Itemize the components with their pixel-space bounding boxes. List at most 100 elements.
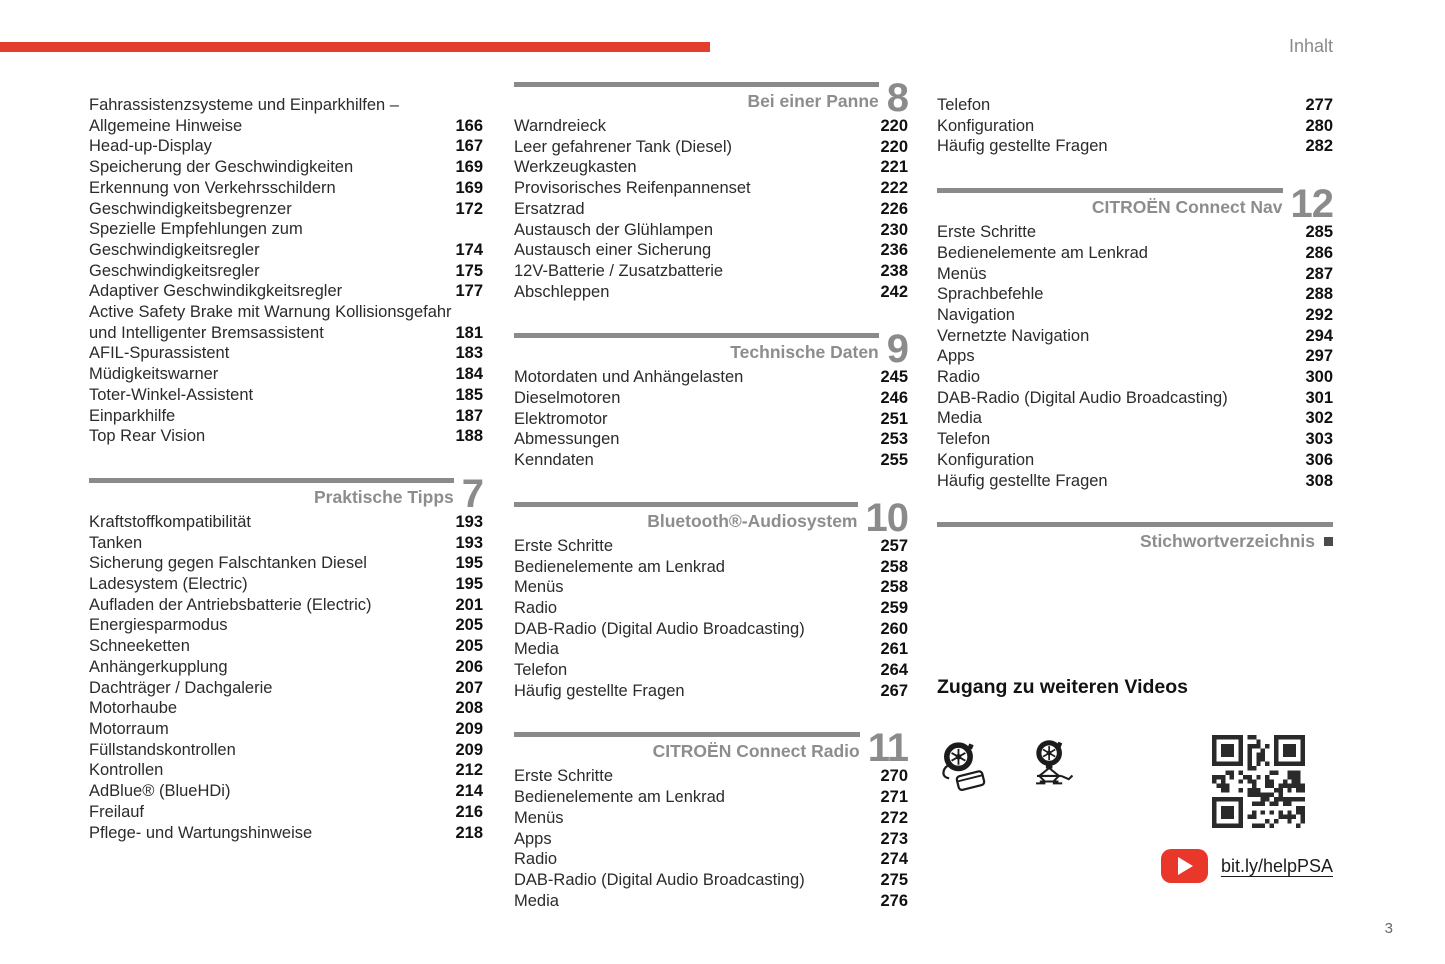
toc-entry[interactable]: Sicherung gegen Falschtanken Diesel 195 <box>89 553 483 574</box>
toc-entry[interactable]: Provisorisches Reifenpannenset 222 <box>514 178 908 199</box>
toc-entry[interactable]: Bedienelemente am Lenkrad 271 <box>514 787 908 808</box>
toc-entry[interactable]: Erkennung von Verkehrsschildern 169 <box>89 178 483 199</box>
toc-entry-page: 167 <box>455 137 483 156</box>
toc-entry[interactable]: AFIL-Spurassistent 183 <box>89 343 483 364</box>
toc-entry[interactable]: Aufladen der Antriebsbatterie (Electric)… <box>89 595 483 616</box>
toc-entry-label: Geschwindigkeitsregler <box>89 261 260 280</box>
toc-entry-page: 208 <box>455 699 483 718</box>
toc-entry-label: AFIL-Spurassistent <box>89 344 230 363</box>
videos-section: Zugang zu weiteren Videos <box>937 675 1333 884</box>
toc-entry[interactable]: Energiesparmodus 205 <box>89 615 483 636</box>
toc-entry[interactable]: Geschwindigkeitsregler 175 <box>89 261 483 282</box>
toc-entry[interactable]: Menüs 272 <box>514 808 908 829</box>
toc-entry-label: Menüs <box>514 808 564 827</box>
toc-entry[interactable]: DAB-Radio (Digital Audio Broadcasting) 26… <box>514 619 908 640</box>
youtube-icon[interactable] <box>1160 849 1208 884</box>
toc-entry-label: Menüs <box>937 264 987 283</box>
toc-entry[interactable]: Erste Schritte 257 <box>514 536 908 557</box>
toc-entry[interactable]: Einparkhilfe 187 <box>89 406 483 427</box>
toc-entry[interactable]: Konfiguration 280 <box>937 116 1333 137</box>
toc-entry[interactable]: Elektromotor 251 <box>514 409 908 430</box>
toc-entry[interactable]: DAB-Radio (Digital Audio Broadcasting) 27… <box>514 870 908 891</box>
toc-entry[interactable]: Austausch einer Sicherung 236 <box>514 240 908 261</box>
toc-entry[interactable]: Ladesystem (Electric) 195 <box>89 574 483 595</box>
toc-entries: Motordaten und Anhängelasten 245 Dieselmot… <box>514 367 908 471</box>
toc-entry[interactable]: Häufig gestellte Fragen 308 <box>937 471 1333 492</box>
toc-entry[interactable]: Schneeketten 205 <box>89 636 483 657</box>
toc-entry[interactable]: Leer gefahrener Tank (Diesel) 220 <box>514 137 908 158</box>
toc-entry[interactable]: Toter-Winkel-Assistent 185 <box>89 385 483 406</box>
toc-entry[interactable]: Dachträger / Dachgalerie 207 <box>89 678 483 699</box>
toc-entry[interactable]: Sprachbefehle 288 <box>937 284 1333 305</box>
toc-entry[interactable]: Motordaten und Anhängelasten 245 <box>514 367 908 388</box>
toc-entry[interactable]: Telefon 277 <box>937 95 1333 116</box>
toc-entry-page: 286 <box>1305 243 1333 262</box>
toc-entry[interactable]: Telefon 264 <box>514 660 908 681</box>
toc-entry-label: Erste Schritte <box>937 223 1037 242</box>
toc-entry-label: Aufladen der Antriebsbatterie (Electric) <box>89 595 372 614</box>
toc-entry[interactable]: Fahrassistenzsysteme und Einparkhilfen –… <box>89 95 483 136</box>
toc-entry-page: 301 <box>1305 388 1333 407</box>
toc-entry[interactable]: Kraftstoffkompatibilität 193 <box>89 512 483 533</box>
toc-entry[interactable]: Speicherung der Geschwindigkeiten 169 <box>89 157 483 178</box>
toc-entry[interactable]: Radio 300 <box>937 367 1333 388</box>
toc-entry[interactable]: 12V-Batterie / Zusatzbatterie 238 <box>514 261 908 282</box>
toc-entry[interactable]: Spezielle Empfehlungen zum Geschwindigke… <box>89 219 483 260</box>
toc-entry[interactable]: Media 261 <box>514 639 908 660</box>
toc-entry[interactable]: Vernetzte Navigation 294 <box>937 326 1333 347</box>
toc-entry[interactable]: Kenndaten 255 <box>514 450 908 471</box>
chapter-title: CITROËN Connect Radio <box>652 741 860 762</box>
toc-entry[interactable]: Motorhaube 208 <box>89 698 483 719</box>
toc-entry[interactable]: Media 302 <box>937 408 1333 429</box>
toc-entry[interactable]: Pflege- und Wartungshinweise 218 <box>89 823 483 844</box>
toc-entry[interactable]: Radio 274 <box>514 849 908 870</box>
toc-entry[interactable]: Dieselmotoren 246 <box>514 388 908 409</box>
chapter-number: 10 <box>865 495 909 540</box>
toc-entry-page: 195 <box>455 554 483 573</box>
toc-entry[interactable]: Abmessungen 253 <box>514 429 908 450</box>
toc-entry-label: Sprachbefehle <box>937 285 1044 304</box>
toc-entry[interactable]: Anhängerkupplung 206 <box>89 657 483 678</box>
toc-entry[interactable]: Telefon 303 <box>937 429 1333 450</box>
toc-entry[interactable]: Radio 259 <box>514 598 908 619</box>
toc-entry[interactable]: Werkzeugkasten 221 <box>514 157 908 178</box>
toc-entry[interactable]: Head-up-Display 167 <box>89 136 483 157</box>
toc-entry[interactable]: Adaptiver Geschwindikgkeitsregler 177 <box>89 281 483 302</box>
toc-entry[interactable]: Füllstandskontrollen 209 <box>89 740 483 761</box>
toc-entry[interactable]: Freilauf 216 <box>89 802 483 823</box>
toc-entry[interactable]: Bedienelemente am Lenkrad 258 <box>514 557 908 578</box>
chapter-header: CITROËN Connect Radio 11 <box>514 728 909 768</box>
toc-entry[interactable]: Navigation 292 <box>937 305 1333 326</box>
toc-entry[interactable]: Warndreieck 220 <box>514 116 908 137</box>
toc-entry[interactable]: Müdigkeitswarner 184 <box>89 364 483 385</box>
toc-entry[interactable]: Erste Schritte 285 <box>937 222 1333 243</box>
toc-entry[interactable]: Tanken 193 <box>89 533 483 554</box>
toc-entry[interactable]: AdBlue® (BlueHDi) 214 <box>89 781 483 802</box>
toc-entry[interactable]: Menüs 287 <box>937 264 1333 285</box>
videos-link[interactable]: bit.ly/helpPSA <box>1220 855 1333 876</box>
toc-entry[interactable]: Media 276 <box>514 891 908 912</box>
toc-entry[interactable]: Austausch der Glühlampen 230 <box>514 220 908 241</box>
toc-entry[interactable]: Abschleppen 242 <box>514 282 908 303</box>
toc-entry-label: Freilauf <box>89 802 145 821</box>
toc-entry-label: Head-up-Display <box>89 137 212 156</box>
toc-entry-page: 193 <box>455 533 483 552</box>
toc-entry[interactable]: Motorraum 209 <box>89 719 483 740</box>
toc-entry[interactable]: Menüs 258 <box>514 577 908 598</box>
toc-entry[interactable]: Apps 297 <box>937 346 1333 367</box>
toc-entry[interactable]: Häufig gestellte Fragen 282 <box>937 136 1333 157</box>
toc-entry[interactable]: Geschwindigkeitsbegrenzer 172 <box>89 199 483 220</box>
toc-entry[interactable]: DAB-Radio (Digital Audio Broadcasting) 30… <box>937 388 1333 409</box>
toc-entry[interactable]: Konfiguration 306 <box>937 450 1333 471</box>
toc-entry[interactable]: Apps 273 <box>514 829 908 850</box>
toc-entry[interactable]: Häufig gestellte Fragen 267 <box>514 681 908 702</box>
toc-entry-page: 183 <box>455 344 483 363</box>
toc-entry[interactable]: Top Rear Vision 188 <box>89 426 483 447</box>
toc-entry-label: Ladesystem (Electric) <box>89 575 248 594</box>
toc-entry[interactable]: Active Safety Brake mit Warnung Kollisio… <box>89 302 483 343</box>
toc-entry[interactable]: Kontrollen 212 <box>89 760 483 781</box>
toc-entry[interactable]: Ersatzrad 226 <box>514 199 908 220</box>
toc-entry[interactable]: Erste Schritte 270 <box>514 766 908 787</box>
toc-entry[interactable]: Bedienelemente am Lenkrad 286 <box>937 243 1333 264</box>
